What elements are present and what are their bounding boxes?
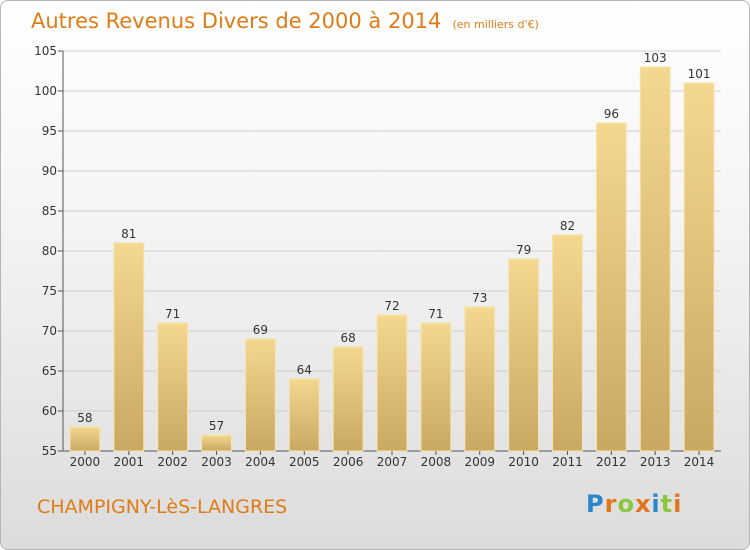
title-row: Autres Revenus Divers de 2000 à 2014 (en… <box>31 9 539 33</box>
data-label: 71 <box>428 307 443 321</box>
x-tick-label: 2002 <box>157 455 188 469</box>
x-tick-label: 2012 <box>596 455 627 469</box>
x-tick-label: 2004 <box>245 455 276 469</box>
x-tick-label: 2003 <box>201 455 232 469</box>
x-tick-label: 2000 <box>70 455 101 469</box>
data-label: 72 <box>384 299 399 313</box>
bar <box>464 306 496 452</box>
x-tick-label: 2011 <box>552 455 583 469</box>
data-label: 64 <box>297 363 312 377</box>
bar <box>69 426 101 452</box>
x-tick-label: 2014 <box>684 455 715 469</box>
data-label: 71 <box>165 307 180 321</box>
bar <box>201 434 232 452</box>
logo-letter: x <box>634 490 652 518</box>
bar <box>244 338 276 452</box>
proxiti-logo: Proxiti <box>586 490 682 518</box>
data-label: 103 <box>644 51 667 65</box>
chart-title: Autres Revenus Divers de 2000 à 2014 <box>31 9 442 33</box>
logo-letter: i <box>673 490 683 518</box>
x-tick-label: 2007 <box>377 455 408 469</box>
data-label: 101 <box>688 67 711 81</box>
bar <box>420 322 452 452</box>
bar <box>332 346 364 452</box>
y-tick-label: 55 <box>42 444 57 458</box>
data-label: 82 <box>560 219 575 233</box>
data-label: 68 <box>340 331 355 345</box>
data-label: 81 <box>121 227 136 241</box>
bar <box>288 378 320 452</box>
logo-letter: t <box>660 490 674 518</box>
data-label: 69 <box>253 323 268 337</box>
data-label: 57 <box>209 419 224 433</box>
x-tick-label: 2008 <box>421 455 452 469</box>
logo-letter: i <box>651 490 661 518</box>
y-tick-label: 105 <box>34 44 57 58</box>
bar <box>157 322 189 452</box>
data-label: 58 <box>77 411 92 425</box>
bar <box>683 82 715 452</box>
y-tick-label: 70 <box>42 324 57 338</box>
bar <box>595 122 627 452</box>
y-tick-label: 80 <box>42 244 57 258</box>
bar <box>376 314 408 452</box>
data-label: 79 <box>516 243 531 257</box>
y-tick-label: 85 <box>42 204 57 218</box>
x-tick-label: 2010 <box>508 455 539 469</box>
bar <box>552 234 583 452</box>
x-tick-label: 2009 <box>464 455 495 469</box>
x-tick-label: 2013 <box>640 455 671 469</box>
y-tick-label: 60 <box>42 404 57 418</box>
y-tick-label: 95 <box>42 124 57 138</box>
y-tick-label: 75 <box>42 284 57 298</box>
bar <box>639 66 671 452</box>
logo-letter: P <box>586 490 605 518</box>
logo-letter: r <box>604 490 618 518</box>
x-tick-label: 2001 <box>114 455 145 469</box>
chart-subtitle: (en milliers d'€) <box>452 18 539 31</box>
bar <box>113 242 145 452</box>
y-tick-label: 100 <box>34 84 57 98</box>
x-tick-label: 2005 <box>289 455 320 469</box>
data-label: 96 <box>604 107 619 121</box>
y-tick-label: 65 <box>42 364 57 378</box>
data-label: 73 <box>472 291 487 305</box>
y-tick-label: 90 <box>42 164 57 178</box>
commune-name: CHAMPIGNY-LèS-LANGRES <box>37 496 288 518</box>
x-tick-label: 2006 <box>333 455 364 469</box>
bar <box>508 258 540 452</box>
logo-letter: o <box>617 490 635 518</box>
